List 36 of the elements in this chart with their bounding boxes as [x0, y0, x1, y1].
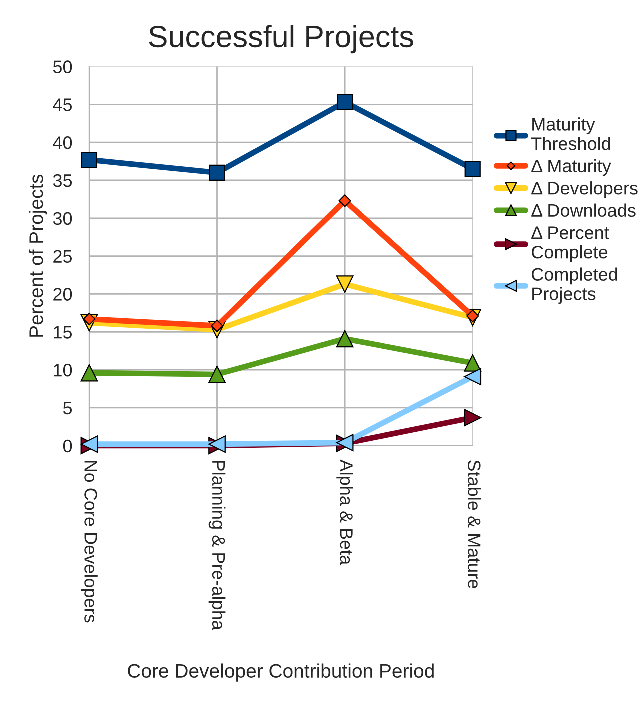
- y-tick-label: 0: [63, 440, 72, 453]
- legend-label: Maturity Threshold: [531, 118, 610, 150]
- point: [464, 354, 482, 372]
- y-tick-label: 45: [53, 98, 72, 112]
- legend-label: Δ Percent Complete: [532, 226, 610, 262]
- y-axis-title: Percent of Projects: [29, 174, 48, 337]
- y-tick-label: 10: [54, 364, 72, 377]
- x-tick-label: No Core Developers: [81, 461, 98, 623]
- y-tick-label: 15: [54, 326, 72, 339]
- point: [80, 364, 98, 382]
- point: [336, 330, 354, 348]
- y-tick-label: 25: [54, 250, 72, 264]
- legend-label: Δ Developers: [532, 182, 638, 198]
- point: [337, 94, 354, 110]
- point: [208, 366, 226, 384]
- y-tick-label: 50: [53, 60, 72, 74]
- point: [81, 152, 98, 168]
- point: [209, 164, 226, 181]
- y-tick-label: 30: [53, 212, 72, 226]
- legend-label: Δ Downloads: [532, 204, 636, 218]
- legend-label: Completed Projects: [532, 268, 618, 304]
- point: [464, 161, 481, 178]
- x-axis-title: Core Developer Contribution Period: [128, 664, 434, 682]
- point: [338, 194, 352, 208]
- x-tick-label: Stable & Mature: [468, 460, 482, 588]
- point: [464, 409, 482, 427]
- x-tick-label: Planning & Pre-alpha: [208, 461, 226, 630]
- chart-title: Successful Projects: [149, 25, 414, 54]
- legend-label: Δ Maturity: [532, 159, 612, 176]
- y-tick-label: 5: [63, 402, 72, 415]
- x-tick-label: Alpha & Beta: [336, 460, 354, 566]
- y-tick-label: 35: [53, 174, 72, 188]
- point: [336, 276, 354, 294]
- y-tick-label: 20: [54, 288, 72, 301]
- point: [464, 368, 482, 386]
- y-tick-label: 40: [53, 136, 72, 150]
